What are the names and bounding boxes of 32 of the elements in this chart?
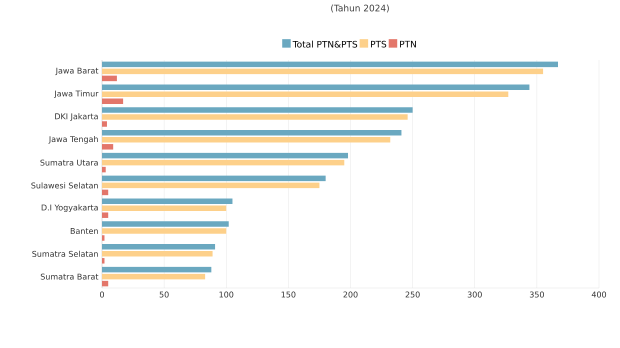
bar — [102, 160, 344, 166]
bar — [102, 221, 229, 227]
bar — [102, 84, 530, 90]
bar — [102, 182, 320, 188]
bar — [102, 176, 326, 182]
legend-label: Total PTN&PTS — [292, 40, 358, 48]
legend-label: PTS — [371, 40, 386, 48]
bar — [102, 198, 232, 204]
bar — [102, 212, 108, 218]
bar — [102, 144, 114, 150]
bar — [102, 114, 408, 120]
bar — [102, 228, 226, 234]
bar — [102, 274, 206, 280]
bar — [102, 121, 107, 127]
bar — [102, 68, 544, 74]
bar — [102, 152, 348, 158]
bar — [102, 62, 558, 68]
bar — [102, 205, 226, 211]
bar — [102, 190, 108, 196]
bar — [102, 107, 413, 113]
bar — [102, 130, 402, 136]
bar — [102, 166, 106, 172]
bar — [102, 137, 390, 143]
bar — [102, 266, 212, 272]
bar — [102, 98, 124, 104]
bar — [102, 76, 117, 82]
bar — [102, 244, 216, 250]
bar — [102, 91, 508, 97]
chart-subtitle: (Tahun 2024) — [331, 4, 389, 13]
bar — [102, 280, 108, 286]
legend-label: PTN — [400, 40, 416, 48]
bar — [102, 251, 213, 257]
